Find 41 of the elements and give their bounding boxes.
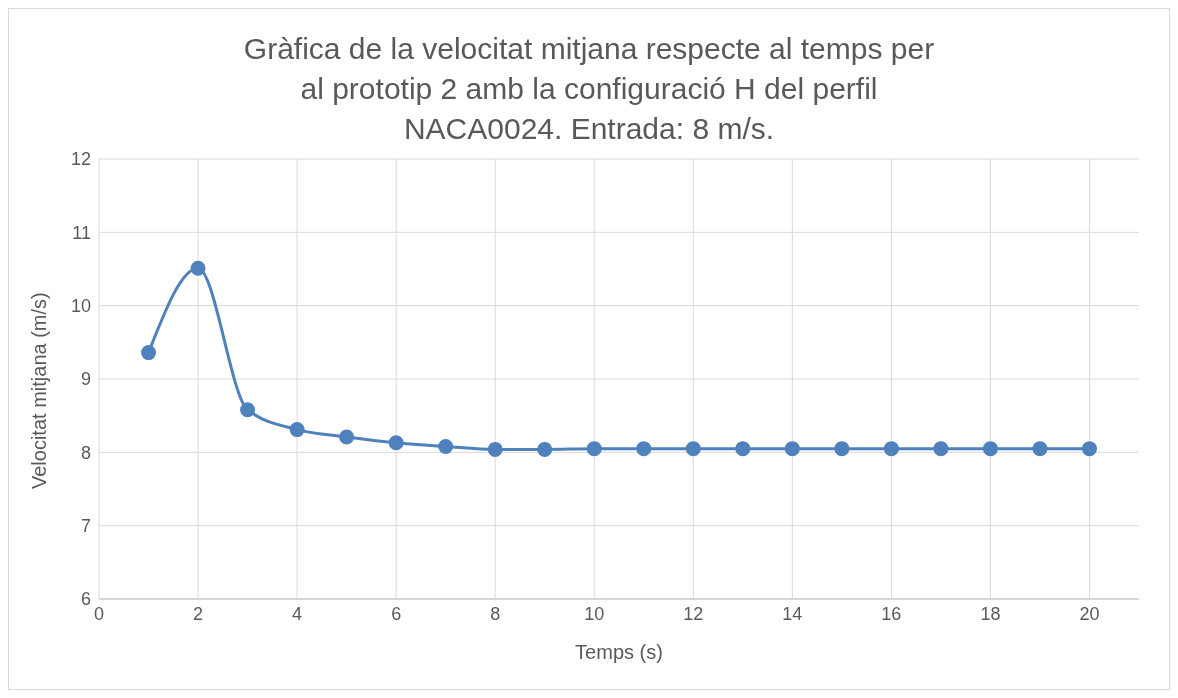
x-tick-label: 0 (93, 603, 105, 624)
x-tick-label: 4 (292, 603, 303, 624)
point (1032, 441, 1048, 457)
point (438, 438, 454, 454)
point (685, 441, 701, 457)
x-tick-label: 2 (193, 603, 204, 624)
chart-title: Gràfica de la velocitat mitjana respecte al temps per al prototip 2 amb la configuració H del perfil NACA0024. Entrada: 8 m/s. (242, 31, 936, 147)
point (339, 429, 355, 445)
point (586, 441, 602, 457)
point (141, 345, 157, 361)
point (834, 441, 850, 457)
y-tick-label: 8 (80, 442, 91, 463)
y-tick-label: 9 (80, 369, 91, 390)
y-tick-label: 12 (70, 149, 91, 170)
y-tick-label: 10 (70, 296, 91, 317)
point (784, 441, 800, 457)
point (289, 422, 305, 438)
x-tick-label: 18 (980, 603, 1001, 624)
point (537, 441, 553, 457)
point (487, 441, 503, 457)
point (735, 441, 751, 457)
point (933, 441, 949, 457)
point (1081, 441, 1097, 457)
x-tick-label: 20 (1079, 603, 1100, 624)
y-tick-label: 6 (80, 589, 91, 610)
y-tick-label: 7 (80, 516, 91, 537)
point (982, 441, 998, 457)
x-tick-label: 16 (881, 603, 902, 624)
x-tick-label: 8 (490, 603, 501, 624)
x-tick-label: 10 (584, 603, 605, 624)
x-tick-label: 6 (391, 603, 402, 624)
x-axis-title: Temps (s) (575, 641, 663, 663)
point (388, 435, 404, 451)
x-tick-label: 14 (782, 603, 803, 624)
point (883, 441, 899, 457)
point (190, 260, 206, 276)
y-tick-label: 11 (72, 222, 91, 243)
x-tick-label: 12 (683, 603, 704, 624)
y-axis-title: Velocitat mitjana (m/s) (28, 292, 51, 489)
point (240, 402, 256, 418)
point (636, 441, 652, 457)
